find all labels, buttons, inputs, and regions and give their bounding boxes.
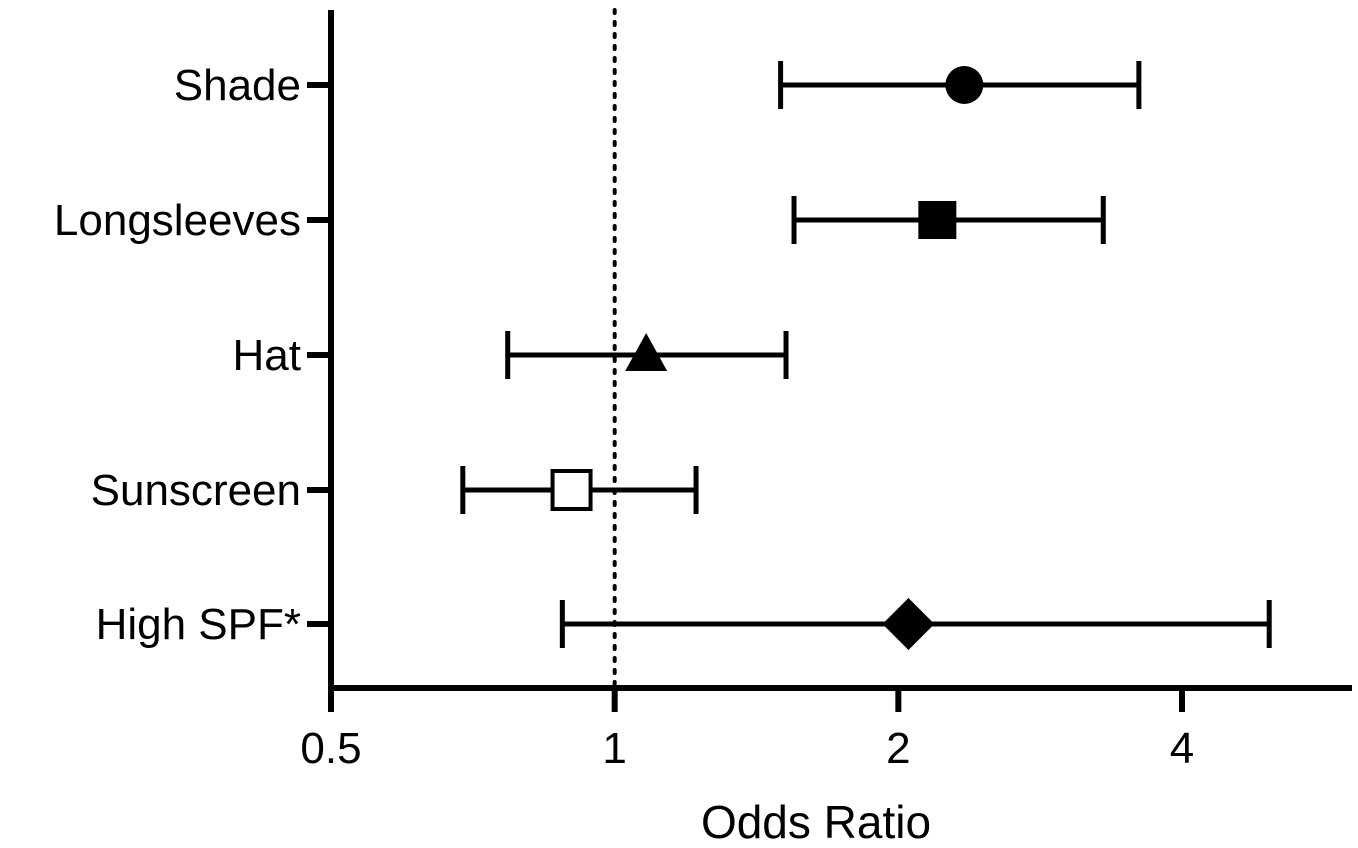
category-label: Shade [174, 61, 301, 110]
x-axis-title: Odds Ratio [701, 796, 931, 848]
plot-area: 0.5 1 2 4 Shade Longsleeves Hat Sunscreen High S… [54, 8, 1352, 773]
point-marker [882, 598, 935, 650]
x-tick-label: 1 [602, 724, 626, 773]
x-tick-label: 0.5 [300, 724, 361, 773]
category-label: Longsleeves [54, 196, 301, 245]
point-marker [550, 469, 593, 511]
point-marker [625, 333, 668, 371]
x-tick-label: 2 [886, 724, 910, 773]
x-tick-label: 4 [1170, 724, 1194, 773]
point-marker [918, 201, 957, 239]
category-label: High SPF* [96, 600, 301, 649]
category-label: Hat [233, 331, 301, 380]
point-marker [945, 66, 984, 104]
category-label: Sunscreen [91, 466, 301, 515]
